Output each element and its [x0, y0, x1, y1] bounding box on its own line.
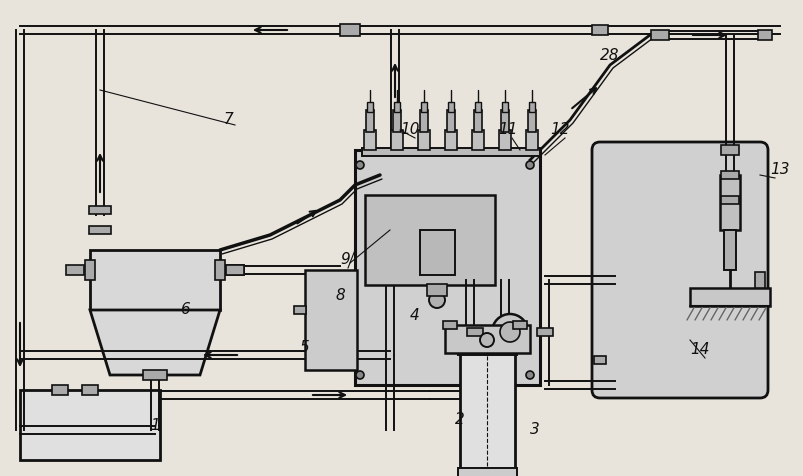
Text: 8: 8 [335, 288, 344, 303]
Text: 28: 28 [600, 48, 619, 62]
Bar [442, 321, 456, 329]
Bar [458, 468, 516, 476]
Text: 2: 2 [454, 413, 464, 427]
Bar [458, 345, 516, 355]
Bar [226, 265, 243, 275]
Circle shape [525, 371, 533, 379]
Bar [304, 270, 357, 370]
FancyBboxPatch shape [591, 142, 767, 398]
Bar [499, 130, 511, 150]
Circle shape [479, 333, 493, 347]
Text: 1: 1 [150, 417, 160, 433]
Bar [66, 265, 84, 275]
Bar [591, 25, 607, 35]
Bar [418, 130, 430, 150]
Bar [143, 370, 167, 380]
Circle shape [499, 322, 520, 342]
Bar [419, 110, 427, 132]
Bar [390, 130, 402, 150]
Bar [650, 30, 668, 40]
Bar [85, 260, 95, 280]
Text: 5: 5 [300, 340, 309, 356]
Circle shape [356, 371, 364, 379]
Text: 3: 3 [529, 423, 539, 437]
Text: 12: 12 [549, 122, 569, 138]
Text: 4: 4 [410, 307, 419, 323]
Bar [528, 110, 536, 132]
Bar [226, 265, 243, 275]
Bar [89, 226, 111, 234]
Bar [528, 102, 534, 112]
Bar [754, 272, 764, 288]
Bar [366, 102, 373, 112]
Bar [757, 30, 771, 40]
Text: 7: 7 [223, 112, 233, 128]
Bar [720, 145, 738, 155]
Bar [90, 250, 220, 310]
Text: 14: 14 [690, 343, 709, 357]
Text: 10: 10 [400, 122, 419, 138]
Bar [355, 150, 540, 385]
Circle shape [429, 292, 444, 308]
Bar [444, 130, 456, 150]
Bar [214, 260, 225, 280]
Bar [82, 385, 98, 395]
Polygon shape [90, 310, 220, 375]
Bar [365, 110, 373, 132]
Text: 11: 11 [498, 122, 517, 138]
Bar [447, 102, 454, 112]
Bar [720, 196, 738, 204]
Bar [500, 110, 508, 132]
Bar [340, 24, 360, 36]
Bar [444, 325, 529, 353]
Bar [723, 230, 735, 270]
Bar [475, 102, 480, 112]
Circle shape [525, 161, 533, 169]
Bar [593, 356, 605, 364]
Bar [719, 175, 739, 230]
Bar [467, 328, 483, 336]
Bar [419, 230, 454, 275]
Text: 13: 13 [769, 162, 789, 178]
Text: 6: 6 [180, 303, 190, 317]
Bar [52, 385, 68, 395]
Bar [365, 195, 495, 285]
Bar [536, 328, 552, 336]
Circle shape [491, 314, 528, 350]
Bar [689, 288, 769, 306]
Bar [459, 350, 515, 470]
Bar [426, 284, 446, 296]
Bar [20, 390, 160, 460]
Bar [446, 110, 454, 132]
Bar [393, 110, 401, 132]
Bar [361, 148, 540, 156]
Bar [89, 206, 111, 214]
Bar [294, 306, 306, 314]
Bar [364, 130, 376, 150]
Text: 9: 9 [340, 252, 349, 268]
Bar [471, 130, 483, 150]
Circle shape [356, 161, 364, 169]
Bar [525, 130, 537, 150]
Bar [421, 102, 426, 112]
Bar [512, 321, 526, 329]
Bar [501, 102, 507, 112]
Bar [474, 110, 482, 132]
Bar [720, 171, 738, 179]
Bar [393, 102, 400, 112]
